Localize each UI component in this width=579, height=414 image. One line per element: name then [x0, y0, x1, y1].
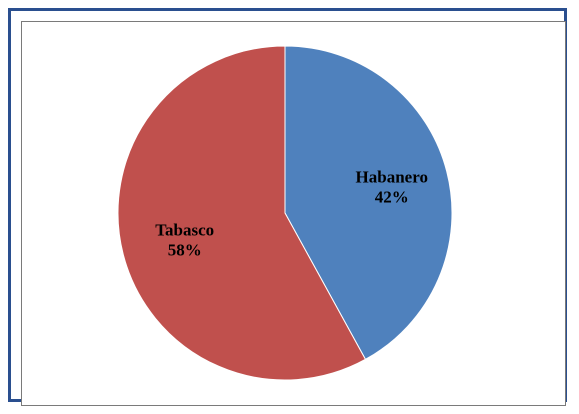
pie-slice-tabasco — [117, 45, 367, 381]
slice-label-habanero-name: Habanero — [356, 168, 428, 187]
pie-slices — [117, 45, 453, 381]
slice-label-tabasco-percent: 58% — [168, 241, 202, 260]
pie-labels: Habanero 42% Tabasco 58% — [155, 168, 428, 260]
slice-label-tabasco-name: Tabasco — [155, 221, 214, 240]
pie-slice-habanero — [284, 45, 453, 361]
slice-label-habanero-percent: 42% — [375, 188, 409, 207]
